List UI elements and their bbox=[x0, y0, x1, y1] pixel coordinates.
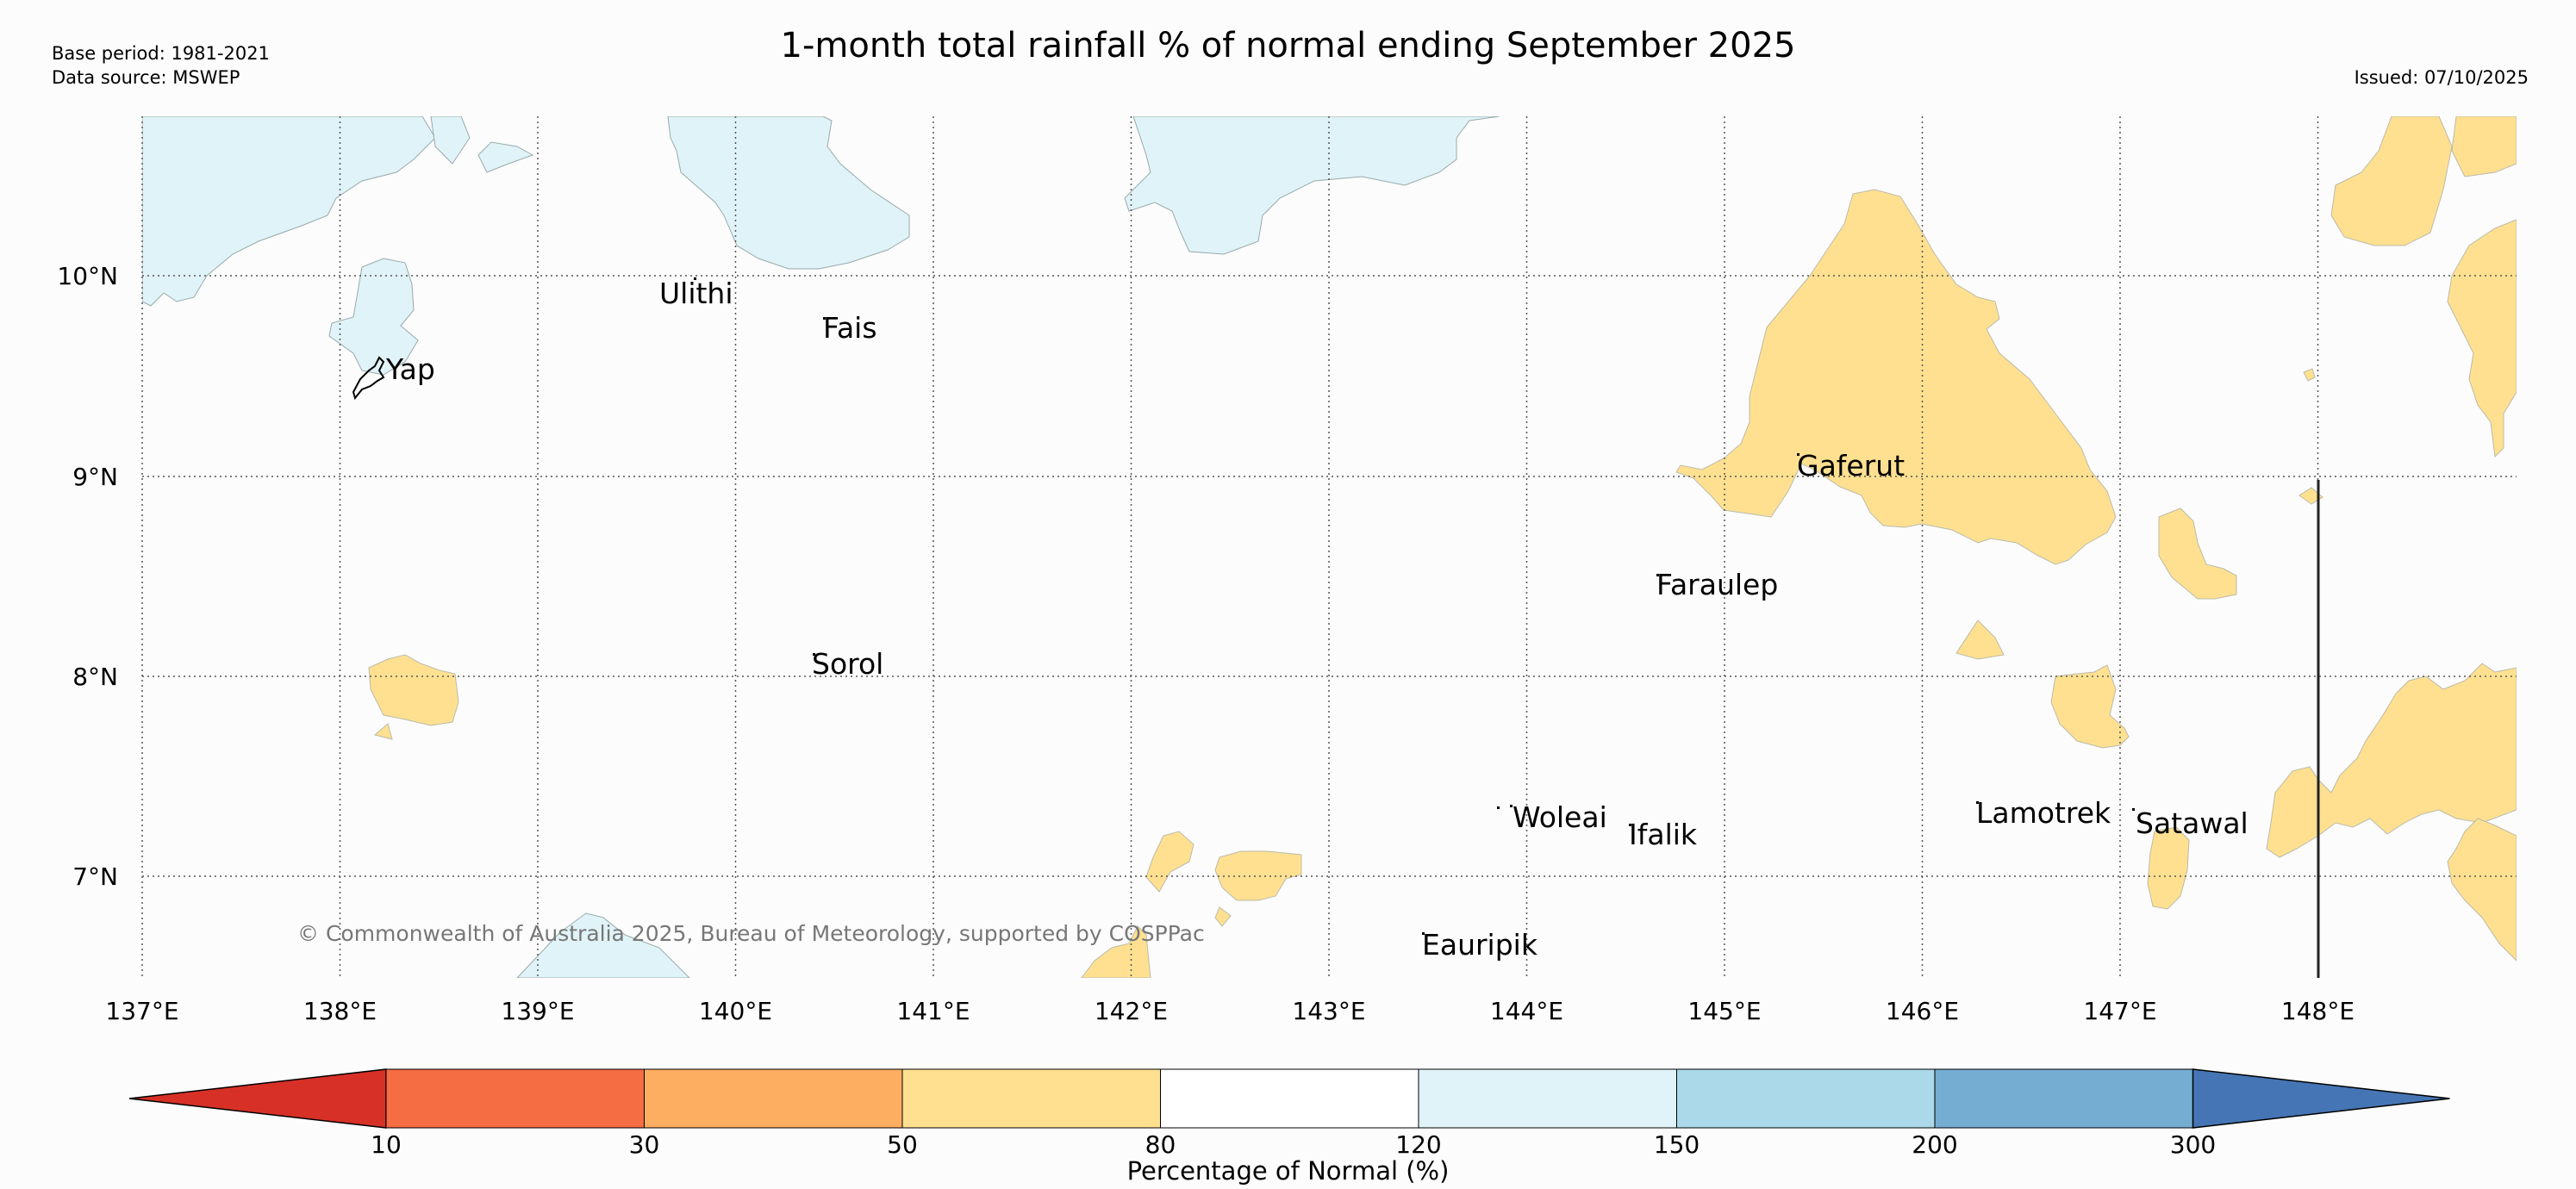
place-label-sorol: Sorol bbox=[812, 647, 883, 681]
colorbar-tick-label: 120 bbox=[1395, 1130, 1442, 1159]
dry-region bbox=[1675, 189, 2117, 565]
place-label-fais: Fais bbox=[823, 311, 877, 345]
lon-label: 140°E bbox=[699, 997, 772, 1025]
lat-label: 10°N bbox=[57, 262, 118, 290]
dry-region bbox=[2298, 487, 2323, 505]
dry-region bbox=[2447, 219, 2517, 458]
place-label-yap: Yap bbox=[385, 352, 435, 386]
small-island bbox=[823, 317, 826, 320]
dry-region bbox=[2447, 818, 2517, 962]
dry-region bbox=[2158, 507, 2237, 600]
colorbar-segment bbox=[1418, 1068, 1677, 1129]
lon-label: 141°E bbox=[896, 997, 970, 1025]
colorbar-segment bbox=[1676, 1068, 1936, 1129]
wet-region bbox=[477, 141, 534, 173]
colorbar-label: Percentage of Normal (%) bbox=[1126, 1156, 1450, 1186]
place-label-ifalik: Ifalik bbox=[1629, 818, 1698, 851]
lat-label: 8°N bbox=[72, 663, 118, 691]
colorbar-segment bbox=[1160, 1068, 1419, 1129]
data-source: Data source: MSWEP bbox=[52, 67, 240, 88]
colorbar-tick-label: 80 bbox=[1145, 1130, 1176, 1159]
dry-region bbox=[2451, 116, 2517, 177]
dry-region bbox=[1214, 906, 1232, 927]
dry-region bbox=[2147, 826, 2190, 910]
base-period: Base period: 1981-2021 bbox=[52, 43, 270, 64]
small-island bbox=[1976, 801, 1979, 804]
colorbar-tick-label: 10 bbox=[371, 1130, 402, 1159]
wet-region bbox=[516, 912, 690, 978]
wet-region bbox=[1124, 116, 1500, 255]
dry-region bbox=[2050, 664, 2130, 749]
colorbar bbox=[128, 1068, 2450, 1129]
lon-label: 147°E bbox=[2083, 997, 2156, 1025]
lon-label: 145°E bbox=[1687, 997, 1761, 1025]
yap-island bbox=[352, 356, 385, 401]
small-island bbox=[1797, 453, 1799, 456]
small-island bbox=[2132, 808, 2135, 811]
colorbar-tick-label: 50 bbox=[887, 1130, 918, 1159]
wet-region bbox=[430, 116, 471, 165]
colorbar-extend-low bbox=[128, 1068, 387, 1129]
lat-label: 7°N bbox=[72, 862, 118, 891]
map-title: 1-month total rainfall % of normal endin… bbox=[780, 26, 1796, 65]
colorbar-tick-label: 30 bbox=[628, 1130, 660, 1159]
dry-region bbox=[373, 723, 393, 740]
colorbar-extend-high bbox=[2192, 1068, 2450, 1129]
colorbar-tick-label: 300 bbox=[2169, 1130, 2217, 1159]
small-island bbox=[1497, 806, 1500, 809]
dry-region bbox=[368, 654, 459, 726]
dry-region bbox=[2330, 116, 2453, 246]
dry-region bbox=[1081, 925, 1151, 978]
colorbar-segment bbox=[644, 1068, 903, 1129]
small-island bbox=[1510, 805, 1513, 807]
colorbar-tick-label: 150 bbox=[1653, 1130, 1700, 1159]
wet-region bbox=[142, 116, 436, 307]
lon-label: 144°E bbox=[1490, 997, 1563, 1025]
anomaly-fields bbox=[142, 116, 2517, 978]
lon-label: 142°E bbox=[1095, 997, 1168, 1025]
lat-label: 9°N bbox=[72, 463, 118, 491]
place-label-eauripik: Eauripik bbox=[1422, 928, 1538, 962]
place-label-woleai: Woleai bbox=[1513, 800, 1607, 834]
place-label-faraulep: Faraulep bbox=[1656, 568, 1778, 601]
colorbar-segment bbox=[1934, 1068, 2193, 1129]
island-outlines bbox=[352, 277, 2135, 935]
colorbar-segment bbox=[901, 1068, 1161, 1129]
place-label-lamotrek: Lamotrek bbox=[1976, 796, 2111, 830]
lon-label: 139°E bbox=[501, 997, 574, 1025]
lon-label: 146°E bbox=[1886, 997, 1959, 1025]
copyright-notice: © Commonwealth of Australia 2025, Bureau… bbox=[297, 921, 1205, 946]
colorbar-segment bbox=[385, 1068, 645, 1129]
small-island bbox=[1656, 574, 1659, 576]
lon-label: 138°E bbox=[303, 997, 377, 1025]
dry-region bbox=[1955, 619, 2005, 660]
small-island bbox=[694, 277, 696, 280]
small-island bbox=[813, 653, 815, 656]
small-island bbox=[1422, 932, 1425, 935]
lon-label: 143°E bbox=[1292, 997, 1365, 1025]
dry-region bbox=[1145, 831, 1194, 893]
issued-date: Issued: 07/10/2025 bbox=[2354, 67, 2529, 88]
wet-region bbox=[667, 116, 910, 270]
dry-region bbox=[1214, 850, 1302, 901]
dry-region bbox=[2266, 663, 2517, 858]
place-label-ulithi: Ulithi bbox=[659, 277, 733, 310]
lon-label: 137°E bbox=[105, 997, 178, 1025]
wet-region bbox=[328, 258, 419, 376]
colorbar-tick-label: 200 bbox=[1912, 1130, 1958, 1159]
dry-region bbox=[2303, 368, 2316, 382]
small-island bbox=[1629, 824, 1631, 826]
lon-label: 148°E bbox=[2281, 997, 2355, 1025]
place-labels: Yap Ulithi Fais Sorol Gaferut Faraulep Woleai I… bbox=[385, 277, 2249, 962]
place-label-gaferut: Gaferut bbox=[1797, 449, 1905, 482]
axis-labels: 137°E 138°E 139°E 140°E 141°E 142°E 143°E 144°E… bbox=[57, 262, 2355, 1025]
place-label-satawal: Satawal bbox=[2136, 806, 2249, 840]
